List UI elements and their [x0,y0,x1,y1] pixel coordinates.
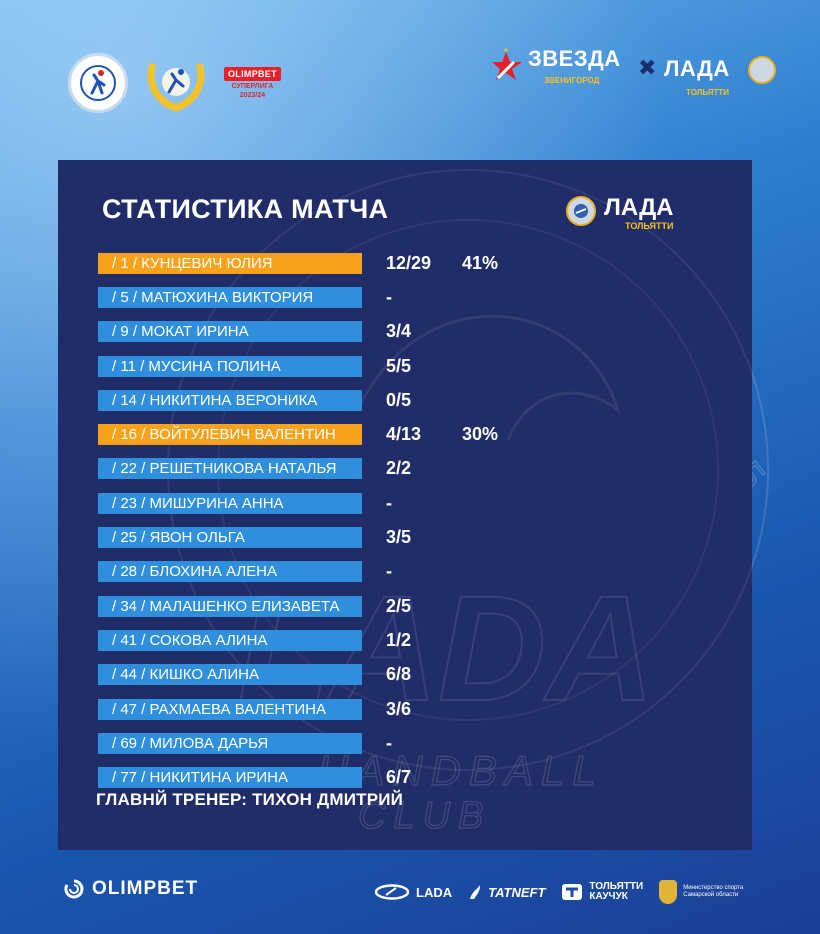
player-saves: 12/29 [386,252,432,273]
tk-logo-icon [562,884,583,900]
page-title: СТАТИСТИКА МАТЧА [102,194,389,224]
player-saves: - [386,561,392,582]
player-name-bar: / 77 / НИКИТИНА ИРИНА [98,767,362,789]
main-sponsor: OLIMPBET [64,878,198,900]
player-row: / 25 / ЯВОН ОЛЬГА 3/5 [98,520,411,554]
panel-team-city: ТОЛЬЯТТИ [625,221,674,231]
main-sponsor-name: OLIMPBET [92,878,199,899]
player-row: / 77 / НИКИТИНА ИРИНА 6/7 [98,760,411,794]
olimpbet-badge: OLIMPBET [224,67,281,81]
star-icon [492,48,522,80]
ministry-line1: Министерство спорта [683,884,744,891]
player-name-bar: / 11 / МУСИНА ПОЛИНА [98,355,362,377]
league-season: 2023/24 [239,92,266,99]
player-row: / 44 / КИШКО АЛИНА 6/8 [98,658,411,692]
lada-oval-icon [374,884,410,900]
player-list: / 1 / КУНЦЕВИЧ ЮЛИЯ 12/29 41% / 5 / МАТЮХИН… [98,246,498,795]
player-name-bar: / 9 / МОКАТ ИРИНА [98,321,362,343]
watermark-club: CLUB [358,795,491,837]
player-row: / 14 / НИКИТИНА ВЕРОНИКА 0/5 [98,383,411,417]
player-row: / 16 / ВОЙТУЛЕВИЧ ВАЛЕНТИН 4/13 30% [98,417,498,451]
header-logos: OLIMPBET СУПЕРЛИГА 2023/24 [68,52,281,114]
federation-logo [68,53,128,113]
olimpbet-logo-icon [64,879,84,899]
player-saves: 1/2 [386,629,412,650]
player-name-bar: / 14 / НИКИТИНА ВЕРОНИКА [98,389,362,411]
lada-logo-icon [748,56,776,84]
player-name-bar: / 5 / МАТЮХИНА ВИКТОРИЯ [98,286,362,308]
home-team-name: ЗВЕЗДА [528,46,621,71]
player-row: / 5 / МАТЮХИНА ВИКТОРИЯ - [98,280,392,314]
away-team-city: ТОЛЬЯТТИ [686,88,730,97]
player-name-bar: / 28 / БЛОХИНА АЛЕНА [98,561,362,583]
tk-line1: ТОЛЬЯТТИ [589,880,644,892]
player-name-bar: / 69 / МИЛОВА ДАРЬЯ [98,732,362,754]
player-saves: - [386,286,392,307]
player-saves: 5/5 [386,355,412,376]
player-saves: 3/4 [386,321,412,342]
player-name-bar: / 44 / КИШКО АЛИНА [98,664,362,686]
away-team-name: ЛАДА [664,56,730,81]
home-team-city: ЗВЕНИГОРОД [544,76,600,85]
player-saves: 3/6 [386,698,412,719]
player-row: / 1 / КУНЦЕВИЧ ЮЛИЯ 12/29 41% [98,246,498,280]
panel-team-name: ЛАДА [604,194,674,221]
player-saves: - [386,492,392,513]
player-saves: 6/8 [386,664,412,685]
tk-partner: ТОЛЬЯТТИ КАУЧУК [561,880,644,903]
ministry-line2: Самарской области [683,892,739,898]
lada-partner-name: LADA [416,884,453,900]
player-name-bar: / 16 / ВОЙТУЛЕВИЧ ВАЛЕНТИН [98,424,362,446]
tatneft-partner-name: TATNEFT [488,884,546,900]
superleague-badge: OLIMPBET СУПЕРЛИГА 2023/24 [224,67,281,99]
player-saves: 2/2 [386,458,412,479]
player-row: / 23 / МИШУРИНА АННА - [98,486,392,520]
lada-watermark: LADA HANDBALL CLUB [167,169,752,838]
league-wreath-logo [142,53,210,113]
player-name-bar: / 34 / МАЛАШЕНКО ЕЛИЗАВЕТА [98,595,362,617]
player-name-bar: / 47 / РАХМАЕВА ВАЛЕНТИНА [98,698,362,720]
lada-partner: LADA [374,884,452,900]
player-name-bar: / 41 / СОКОВА АЛИНА [98,629,362,651]
player-row: / 11 / МУСИНА ПОЛИНА 5/5 [98,349,411,383]
tatneft-flame-icon [470,885,481,899]
player-row: / 41 / СОКОВА АЛИНА 1/2 [98,623,411,657]
player-saves: 0/5 [386,389,412,410]
player-row: / 34 / МАЛАШЕНКО ЕЛИЗАВЕТА 2/5 [98,589,411,623]
player-row: / 47 / РАХМАЕВА ВАЛЕНТИНА 3/6 [98,692,411,726]
player-row: / 28 / БЛОХИНА АЛЕНА - [98,555,392,589]
stats-panel: LADA HANDBALL CLUB СТАТИСТИКА МАТЧА ЛАДА… [58,160,752,850]
partner-logos: LADA TATNEFT ТОЛЬЯТТИ КАУЧУК Министерств… [374,880,753,904]
versus-icon: ✖ [638,55,657,80]
away-team: ЛАДА ТОЛЬЯТТИ [664,56,730,98]
player-row: / 69 / МИЛОВА ДАРЬЯ - [98,726,392,760]
lada-logo-icon [566,196,596,226]
player-saves: 3/5 [386,527,412,548]
player-name-bar: / 23 / МИШУРИНА АННА [98,492,362,514]
home-team: ЗВЕЗДА ЗВЕНИГОРОД [492,48,621,86]
player-save-percent: 41% [462,252,499,273]
player-name-bar: / 25 / ЯВОН ОЛЬГА [98,527,362,549]
handball-player-icon [80,65,116,101]
player-row: / 22 / РЕШЕТНИКОВА НАТАЛЬЯ 2/2 [98,452,411,486]
player-saves: 4/13 [386,424,422,445]
tatneft-partner: TATNEFT [468,883,545,901]
player-name-bar: / 1 / КУНЦЕВИЧ ЮЛИЯ [98,252,362,274]
player-name-bar: / 22 / РЕШЕТНИКОВА НАТАЛЬЯ [98,458,362,480]
coat-of-arms-icon [659,880,678,904]
player-saves: 2/5 [386,595,412,616]
player-save-percent: 30% [462,424,499,445]
watermark-handball: HANDBALL [318,747,604,794]
match-header: ЗВЕЗДА ЗВЕНИГОРОД ✖ ЛАДА ТОЛЬЯТТИ [492,48,792,98]
player-row: / 9 / МОКАТ ИРИНА 3/4 [98,315,411,349]
player-saves: 6/7 [386,767,412,788]
player-saves: - [386,732,392,753]
ministry-partner: Министерство спорта Самарской области [659,880,753,904]
panel-team: ЛАДА ТОЛЬЯТТИ [566,196,674,231]
head-coach: ГЛАВНЙ ТРЕНЕР: ТИХОН ДМИТРИЙ [96,790,404,809]
league-name: СУПЕРЛИГА [231,83,274,90]
tk-line2: КАУЧУК [589,891,628,902]
